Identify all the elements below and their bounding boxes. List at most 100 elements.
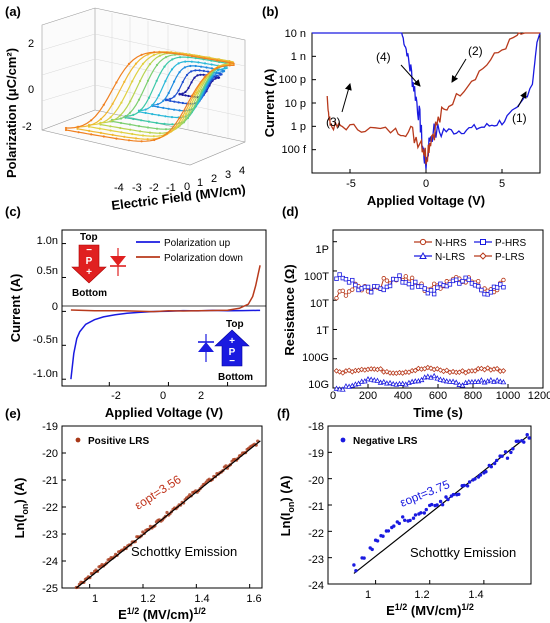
ytick: -24 (42, 556, 58, 568)
panel-c-xticks: -2 0 2 (111, 390, 204, 402)
marker-triangle (437, 376, 444, 382)
data-point (435, 503, 439, 507)
loop-point (164, 80, 167, 83)
loop-point (190, 55, 194, 58)
loop-point (198, 69, 201, 72)
data-point (465, 484, 470, 488)
marker-circle (381, 276, 386, 281)
loop-point (216, 66, 219, 70)
marker-triangle (440, 377, 447, 383)
arrow-3 (341, 83, 352, 113)
loop-point (163, 65, 166, 68)
loop-point (88, 129, 91, 132)
marker-square (353, 282, 358, 288)
loop-point (102, 103, 105, 106)
marker-triangle (434, 375, 441, 381)
loop-point (173, 95, 176, 98)
marker-square (397, 273, 402, 278)
ytick: 1.0n (37, 235, 58, 247)
loop-point (217, 76, 220, 79)
data-point (362, 556, 366, 560)
ytick: -22 (308, 528, 324, 540)
xtick: -5 (346, 178, 356, 190)
loop-point (178, 117, 181, 120)
loop-point (127, 139, 131, 142)
marker-triangle (336, 386, 343, 392)
marker-square (488, 290, 494, 295)
loop-point (191, 108, 195, 111)
hysteresis-loop (76, 51, 235, 140)
ytick: 100G (302, 352, 329, 364)
ytick: 2 (28, 38, 34, 50)
loop-point (158, 54, 161, 57)
loop-point (109, 129, 112, 132)
panel-e-chart: -19 -20 -21 -22 -23 -24 -25 1 1.2 1.4 1.… (12, 421, 263, 622)
loop-point (206, 70, 210, 73)
loop-point (178, 92, 181, 95)
marker-square (460, 278, 465, 284)
legend-marker-negative (340, 437, 346, 443)
marker-square (476, 284, 481, 289)
data-point (511, 447, 515, 451)
ytick: -25 (42, 583, 58, 595)
data-point (505, 456, 510, 460)
loop-point (151, 104, 154, 107)
marker-triangle (478, 377, 485, 383)
marker-square (428, 288, 434, 293)
xtick: 2 (211, 173, 217, 185)
loop-point (120, 131, 123, 134)
loop-point (157, 94, 160, 97)
legend-n-lrs: N-LRS (435, 252, 465, 263)
ytick: -2 (22, 121, 32, 133)
ytick: 10G (308, 379, 329, 391)
loop-point (156, 103, 159, 106)
loop-point (158, 132, 161, 135)
arrow-2 (451, 58, 467, 83)
xtick: 1.2 (414, 589, 429, 601)
marker-triangle (371, 377, 378, 383)
marker-circle (476, 278, 481, 284)
loop-point (137, 98, 141, 101)
loop-point (190, 60, 193, 63)
loop-point (115, 81, 118, 84)
marker-square (494, 285, 500, 290)
loop-point (185, 112, 188, 115)
data-point (525, 433, 529, 437)
data-point (473, 477, 477, 481)
loop-point (146, 79, 150, 82)
loop-point (132, 117, 135, 121)
loop-point (128, 111, 132, 114)
loop-point (181, 80, 184, 84)
legend-positive-lrs: Positive LRS (88, 436, 149, 447)
loop-point (186, 56, 189, 59)
iv-curve-red (326, 32, 540, 165)
loop-point (173, 80, 176, 83)
panel-e-xlabel: E1/2 (MV/cm)1/2 (118, 606, 206, 622)
loop-point (90, 133, 93, 136)
hysteresis-loop (138, 60, 228, 119)
loop-point (64, 128, 68, 132)
ytick: 0 (28, 84, 34, 96)
xtick: -2 (111, 390, 121, 402)
marker-triangle (497, 378, 504, 384)
xtick: 4 (239, 165, 245, 177)
marker-square (498, 282, 503, 287)
loop-point (77, 125, 80, 128)
loop-point (181, 92, 184, 95)
data-point (503, 450, 508, 454)
marker-diamond (340, 370, 346, 376)
inset-sign-bottom: + (86, 267, 92, 278)
marker-square (368, 290, 374, 295)
marker-square (422, 286, 427, 291)
data-point (224, 464, 228, 468)
loop-point (223, 67, 226, 70)
loop-point (157, 114, 160, 117)
loop-point (115, 137, 118, 140)
loop-point (165, 132, 168, 135)
data-point (522, 440, 526, 444)
marker-square (387, 283, 393, 289)
loop-point (131, 80, 134, 83)
loop-point (111, 133, 114, 136)
marker-triangle (374, 377, 381, 383)
